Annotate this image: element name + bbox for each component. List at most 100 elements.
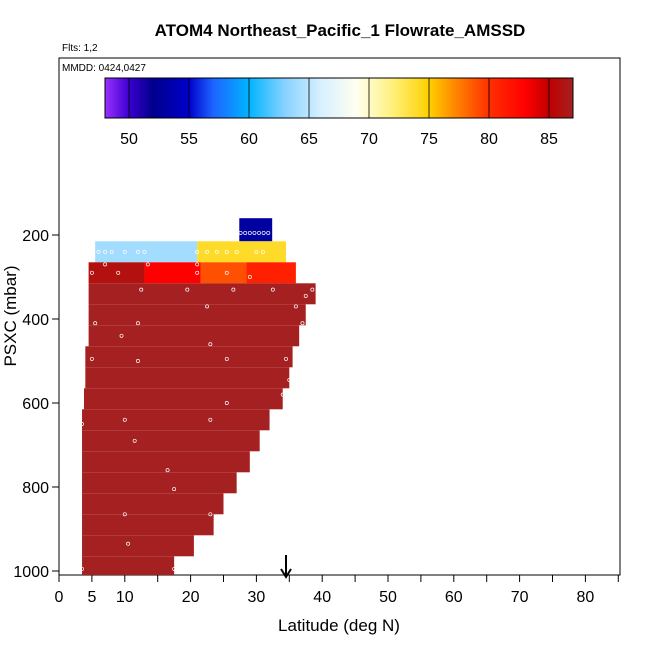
heatmap-cell (88, 325, 300, 347)
observation-point (208, 417, 213, 422)
observation-point (310, 287, 315, 292)
observation-point (136, 359, 140, 363)
heatmap-cell (200, 262, 247, 284)
observation-point (195, 249, 200, 254)
observation-point (172, 487, 177, 492)
y-tick-label: 200 (22, 228, 49, 245)
heatmap-cell (82, 430, 260, 452)
observation-point (119, 333, 124, 338)
observation-point (93, 321, 98, 326)
x-tick-label: 0 (55, 589, 64, 606)
x-axis-label: Latitude (deg N) (278, 616, 400, 635)
heatmap-cell (82, 556, 175, 575)
observation-point (208, 342, 213, 347)
observation-point (247, 275, 252, 279)
colorbar (104, 77, 574, 119)
observation-point (172, 566, 177, 571)
colorbar-tick-label: 80 (480, 131, 498, 148)
observation-point (136, 321, 140, 326)
chart-title: ATOM4 Northeast_Pacific_1 Flowrate_AMSSD (155, 21, 526, 40)
x-tick-label: 80 (577, 589, 595, 606)
observation-point (224, 401, 229, 405)
observation-point (132, 438, 137, 443)
heatmap-cells (82, 218, 316, 575)
observation-point (80, 422, 84, 426)
observation-point (261, 230, 266, 235)
observation-point (231, 287, 236, 292)
observation-point (185, 287, 190, 292)
observation-point (205, 304, 209, 309)
heatmap-cell (82, 535, 194, 557)
y-axis-label: PSXC (mbar) (1, 265, 20, 366)
observation-point (261, 249, 265, 254)
observation-point (214, 249, 219, 254)
observation-point (89, 270, 94, 275)
heatmap-cell (82, 514, 214, 536)
x-tick-label: 70 (511, 589, 529, 606)
heatmap-cell (197, 241, 287, 263)
heatmap-cell (88, 283, 316, 305)
colorbar-tick-label: 75 (420, 131, 438, 148)
observation-point (254, 249, 259, 254)
heatmap-cell (85, 346, 293, 368)
x-axis: 0 5 10 20 30 40 50 60 70 80 (55, 575, 619, 606)
observation-point (116, 270, 121, 275)
heatmap-cell (82, 409, 270, 431)
heatmap-cell (82, 472, 237, 494)
colorbar-tick-label: 50 (120, 131, 138, 148)
observation-point (139, 287, 144, 292)
observation-point (103, 262, 108, 267)
y-tick-label: 800 (22, 480, 49, 497)
colorbar-tick-label: 70 (360, 131, 378, 148)
observation-point (109, 249, 114, 254)
observation-point (266, 230, 271, 235)
x-tick-label: 60 (445, 589, 463, 606)
observation-point (122, 417, 127, 422)
date-note: MMDD: 0424,0427 (62, 63, 146, 74)
colorbar-tick-label: 65 (300, 131, 318, 148)
observation-point (280, 392, 285, 397)
observation-point (122, 512, 127, 517)
observation-point (89, 356, 94, 361)
x-tick-label: 20 (182, 589, 200, 606)
observation-markers (80, 230, 315, 571)
heatmap-cell (85, 367, 290, 389)
observation-point (270, 287, 275, 292)
heatmap-cell (88, 304, 306, 326)
flights-note: Flts: 1,2 (62, 43, 98, 54)
observation-point (165, 468, 170, 473)
y-tick-label: 1000 (13, 564, 49, 581)
observation-point (205, 249, 209, 254)
observation-point (234, 249, 239, 254)
observation-point (126, 541, 131, 546)
down-arrow-icon (280, 555, 292, 579)
colorbar-tick-label: 85 (540, 131, 558, 148)
observation-point (142, 249, 147, 254)
heatmap-cell (246, 262, 296, 284)
observation-point (224, 249, 229, 254)
observation-point (224, 270, 229, 275)
x-tick-label: 10 (116, 589, 134, 606)
heatmap-cell (82, 493, 224, 515)
observation-point (195, 262, 200, 267)
observation-point (252, 230, 257, 235)
y-tick-label: 600 (22, 396, 49, 413)
heatmap-cell (239, 218, 273, 242)
observation-point (136, 249, 140, 254)
colorbar-ticks: 50 55 60 65 70 75 80 85 (120, 78, 558, 148)
x-tick-label: 5 (87, 589, 96, 606)
observation-point (303, 293, 308, 298)
x-tick-label: 30 (248, 589, 266, 606)
x-tick-label: 50 (379, 589, 397, 606)
colorbar-tick-label: 55 (180, 131, 198, 148)
observation-point (243, 230, 248, 235)
y-axis: 200 400 600 800 1000 (13, 228, 59, 581)
plot-frame (58, 57, 621, 576)
x-tick-label: 40 (313, 589, 331, 606)
observation-point (96, 249, 101, 254)
observation-point (80, 566, 84, 571)
observation-point (287, 377, 292, 382)
observation-point (208, 512, 213, 517)
observation-point (103, 249, 108, 254)
